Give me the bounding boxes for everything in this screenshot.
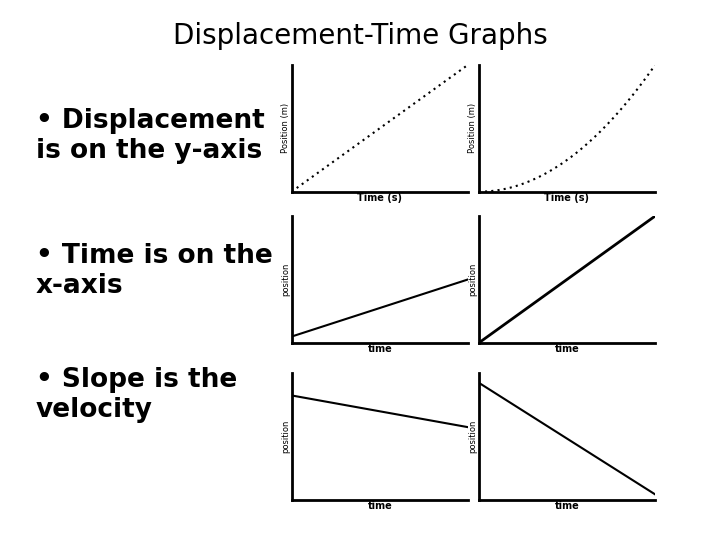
Y-axis label: position: position	[469, 263, 477, 296]
Text: • Displacement
is on the y-axis: • Displacement is on the y-axis	[36, 108, 265, 164]
Text: • Time is on the
x-axis: • Time is on the x-axis	[36, 243, 273, 299]
Text: • Slope is the
velocity: • Slope is the velocity	[36, 367, 238, 423]
Y-axis label: Position (m): Position (m)	[282, 103, 290, 153]
Y-axis label: Position (m): Position (m)	[469, 103, 477, 153]
X-axis label: Time (s): Time (s)	[544, 193, 590, 203]
X-axis label: time: time	[554, 345, 580, 354]
X-axis label: time: time	[367, 345, 392, 354]
Y-axis label: position: position	[282, 263, 290, 296]
Y-axis label: position: position	[469, 420, 477, 453]
X-axis label: Time (s): Time (s)	[357, 193, 402, 203]
X-axis label: time: time	[554, 501, 580, 511]
Text: Displacement-Time Graphs: Displacement-Time Graphs	[173, 22, 547, 50]
X-axis label: time: time	[367, 501, 392, 511]
Y-axis label: position: position	[282, 420, 290, 453]
